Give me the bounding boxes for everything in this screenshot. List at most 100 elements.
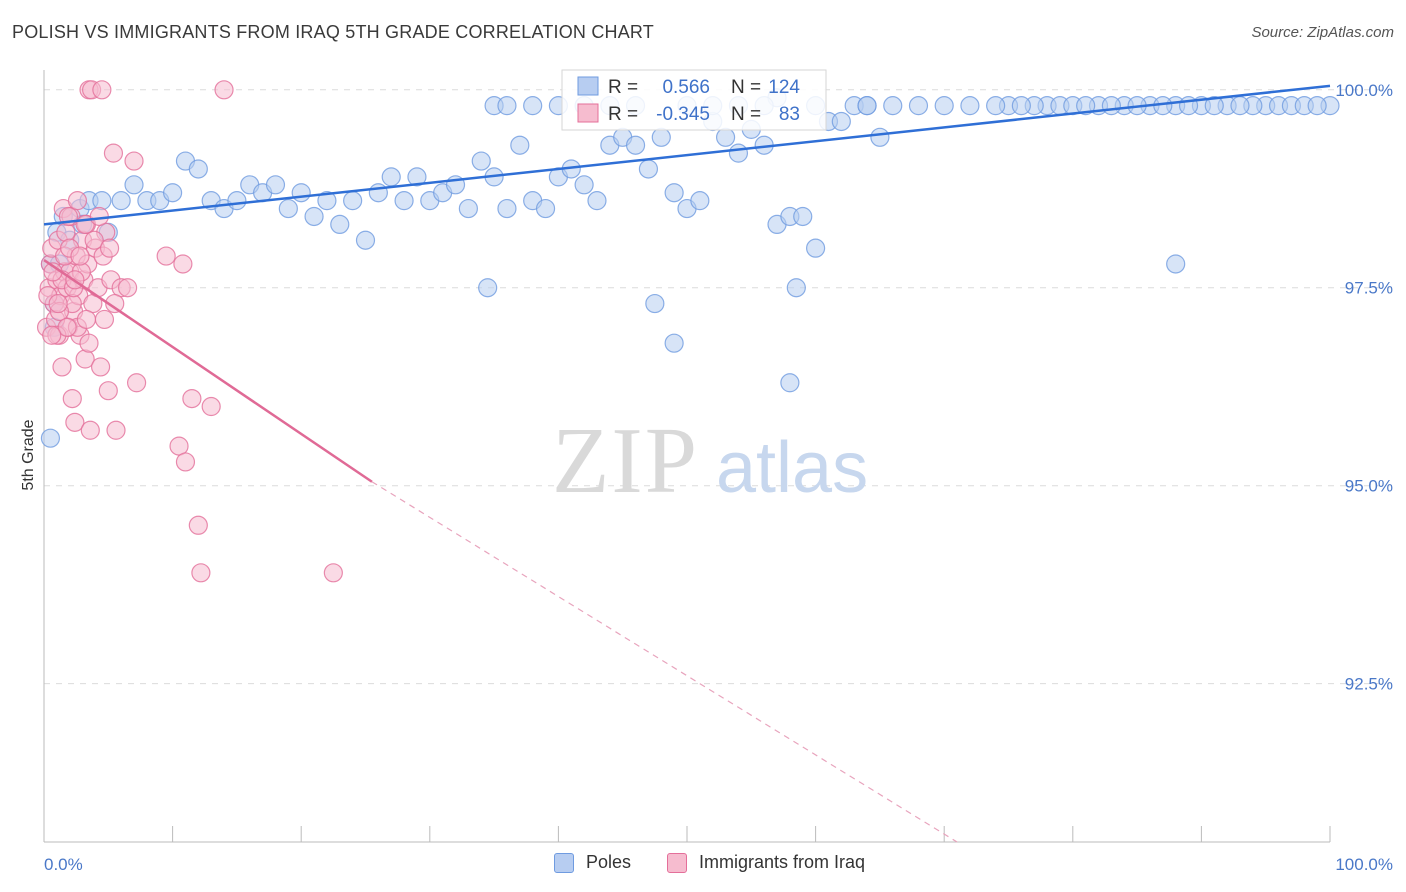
point-poles: [278, 198, 298, 219]
point-iraq: [92, 80, 112, 100]
point-iraq: [201, 396, 221, 417]
point-poles: [478, 278, 498, 298]
stats-legend-box: [561, 69, 827, 131]
point-iraq: [57, 317, 77, 337]
point-poles: [728, 143, 749, 163]
legend-swatch-iraq: [667, 852, 687, 873]
series-iraq: [36, 80, 343, 583]
bottom-legend: Poles Immigrants from Iraq: [0, 852, 1406, 878]
point-poles: [317, 191, 337, 211]
point-poles: [381, 167, 401, 187]
point-poles: [163, 183, 183, 203]
stats-n-value: 124: [768, 77, 800, 98]
point-iraq: [106, 420, 126, 440]
stats-r-value: -0.345: [656, 104, 710, 125]
point-iraq: [173, 254, 193, 274]
point-poles: [368, 183, 388, 203]
point-poles: [831, 111, 851, 132]
point-poles: [394, 191, 414, 211]
point-poles: [124, 175, 144, 195]
point-poles: [330, 214, 350, 234]
point-iraq: [117, 278, 138, 298]
point-poles: [343, 191, 363, 211]
stats-legend: R = 0.566 N = 124 R = -0.345 N = 83: [561, 69, 827, 131]
point-poles: [883, 96, 903, 116]
point-poles: [1307, 96, 1327, 116]
point-poles: [960, 96, 980, 116]
point-poles: [664, 183, 684, 203]
legend-label-poles: Poles: [586, 852, 632, 872]
point-poles: [535, 198, 556, 219]
point-poles: [355, 230, 376, 250]
point-iraq: [214, 80, 234, 100]
point-iraq: [89, 206, 109, 227]
legend-item-iraq[interactable]: Immigrants from Iraq: [667, 852, 865, 873]
series-poles: [40, 88, 1340, 448]
x-tick-label: 0.0%: [44, 855, 83, 874]
point-poles: [780, 373, 800, 393]
point-iraq: [94, 309, 115, 330]
point-iraq: [56, 222, 76, 242]
point-iraq: [80, 420, 100, 440]
stats-swatch: [577, 76, 599, 96]
trend-line-iraq: [43, 258, 373, 483]
point-poles: [304, 206, 324, 227]
point-iraq: [323, 563, 343, 583]
watermark: ZIP atlas: [552, 409, 868, 513]
stats-swatch: [577, 103, 599, 123]
point-poles: [523, 96, 543, 116]
point-poles: [587, 191, 607, 211]
point-poles: [715, 127, 736, 147]
point-poles: [497, 198, 517, 219]
point-poles: [1166, 254, 1186, 274]
point-iraq: [67, 191, 88, 211]
point-iraq: [156, 246, 176, 266]
point-poles: [510, 135, 530, 155]
point-iraq: [188, 515, 208, 535]
point-iraq: [103, 143, 124, 163]
watermark-atlas: atlas: [716, 428, 868, 508]
stats-r-value: 0.566: [662, 77, 710, 98]
point-iraq: [126, 373, 147, 393]
trend-line-iraq-extension: [371, 481, 958, 843]
point-poles: [188, 159, 208, 179]
point-poles: [1076, 96, 1096, 116]
point-iraq: [98, 381, 118, 401]
point-iraq: [90, 357, 111, 377]
trend-lines: [43, 84, 1331, 843]
point-poles: [1230, 96, 1250, 116]
point-poles: [497, 96, 517, 116]
y-tick-label: 97.5%: [1345, 279, 1393, 298]
y-tick-labels: 100.0% 97.5% 95.0% 92.5%: [1335, 81, 1393, 694]
point-poles: [407, 167, 427, 187]
point-poles: [291, 183, 311, 203]
point-poles: [111, 191, 131, 211]
point-iraq: [191, 563, 211, 583]
point-poles: [857, 96, 877, 116]
point-poles: [40, 428, 61, 448]
point-iraq: [105, 293, 125, 314]
legend-label-iraq: Immigrants from Iraq: [699, 852, 866, 872]
point-poles: [934, 96, 954, 116]
point-poles: [227, 191, 247, 211]
point-iraq: [76, 309, 97, 330]
legend-item-poles[interactable]: Poles: [554, 852, 631, 873]
y-tick-label: 92.5%: [1345, 675, 1393, 694]
point-poles: [471, 151, 491, 171]
trend-line-poles: [43, 84, 1331, 226]
stats-n-label: N =: [731, 77, 761, 98]
point-poles: [805, 238, 826, 258]
point-poles: [1204, 96, 1224, 116]
point-poles: [690, 191, 710, 211]
point-poles: [645, 293, 665, 314]
point-iraq: [124, 151, 144, 171]
point-poles: [265, 175, 286, 195]
x-tick-labels: 0.0% 100.0%: [44, 855, 1393, 874]
point-iraq: [65, 412, 85, 432]
point-poles: [651, 127, 671, 147]
point-poles: [1101, 96, 1121, 116]
point-iraq: [52, 357, 72, 377]
point-poles: [786, 278, 806, 298]
y-axis-label: 5th Grade: [20, 419, 37, 490]
point-iraq: [42, 325, 62, 345]
